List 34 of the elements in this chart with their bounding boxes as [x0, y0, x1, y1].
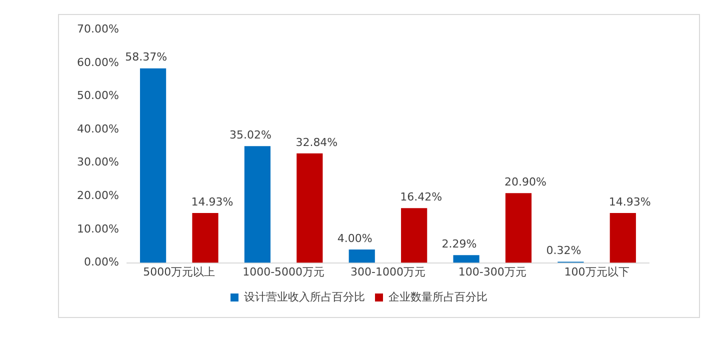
y-tick-label: 0.00% — [84, 256, 119, 269]
data-label: 2.29% — [442, 238, 477, 251]
bar — [610, 213, 636, 263]
y-tick-label: 40.00% — [76, 122, 119, 136]
bar — [192, 213, 218, 263]
bar — [140, 68, 166, 263]
x-tick-label: 300-1000万元 — [350, 265, 426, 278]
bar — [348, 249, 375, 263]
y-tick-label: 70.00% — [76, 22, 119, 36]
bar — [453, 255, 480, 263]
data-label: 35.02% — [229, 128, 272, 142]
x-tick-label: 100-300万元 — [458, 265, 526, 278]
data-label: 32.84% — [296, 136, 338, 149]
data-label: 14.93% — [608, 195, 651, 208]
y-tick-label: 30.00% — [76, 156, 119, 169]
y-tick-label: 20.00% — [76, 189, 119, 202]
y-tick-label: 50.00% — [76, 89, 119, 102]
x-tick-label: 1000-5000万元 — [242, 265, 325, 278]
data-label: 14.93% — [191, 195, 234, 208]
y-tick-label: 10.00% — [76, 222, 119, 236]
data-label: 16.42% — [400, 190, 442, 204]
data-label: 20.90% — [504, 176, 546, 189]
data-label: 0.32% — [546, 244, 582, 258]
x-tick-label: 100万元以下 — [564, 265, 630, 278]
legend-label: 设计营业收入所占百分比 — [244, 290, 365, 304]
bar — [244, 146, 271, 263]
bar — [296, 153, 323, 263]
data-label: 4.00% — [337, 232, 372, 245]
data-label: 58.37% — [125, 50, 168, 64]
y-tick-label: 60.00% — [76, 56, 119, 69]
x-tick-label: 5000万元以上 — [143, 265, 216, 278]
bar — [505, 193, 532, 263]
bar — [401, 208, 428, 263]
legend-label: 企业数量所占百分比 — [388, 290, 488, 304]
